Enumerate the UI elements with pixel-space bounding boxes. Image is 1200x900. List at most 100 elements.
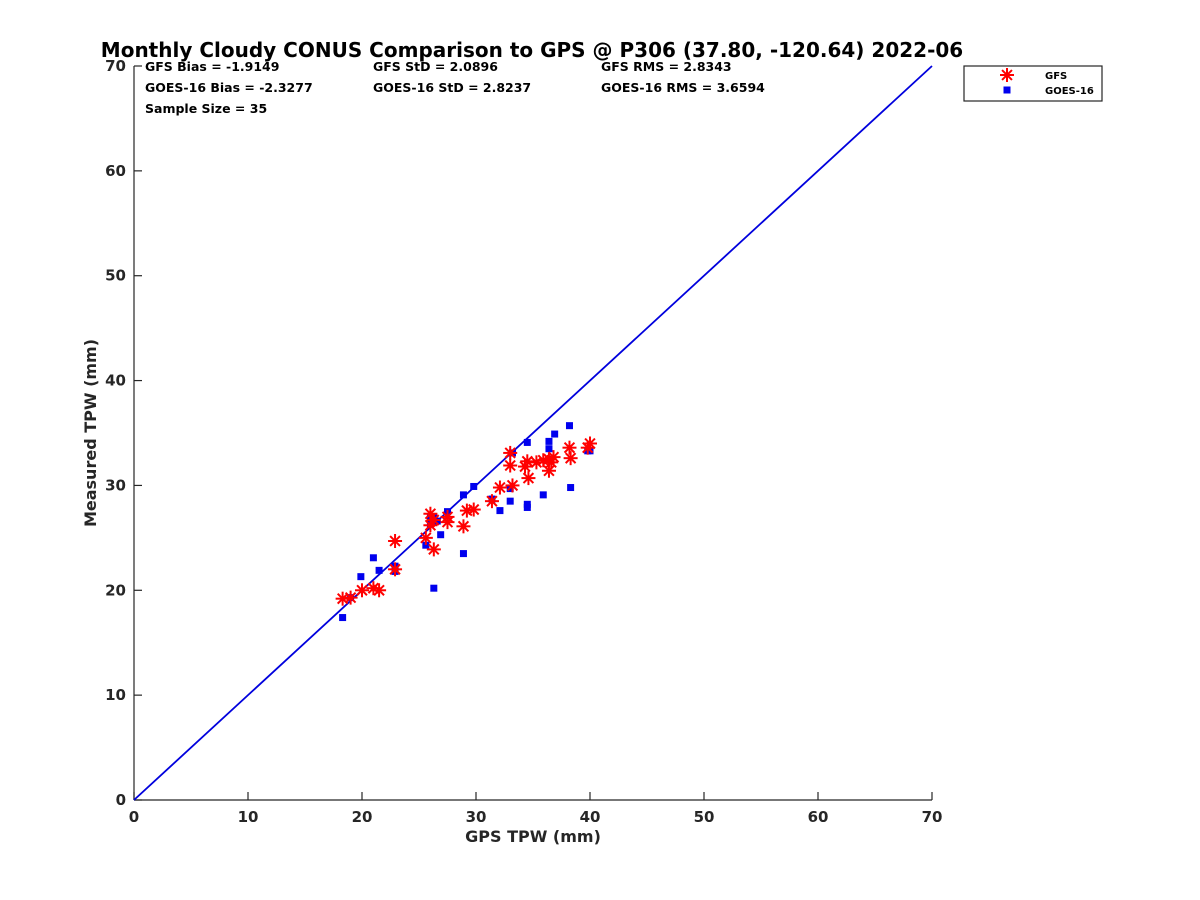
y-tick-label: 50: [105, 267, 126, 285]
asterisk-stroke: [564, 452, 577, 464]
legend-goes16-symbol: [1003, 86, 1011, 94]
asterisk-stroke: [420, 532, 432, 544]
gfs-point: [563, 451, 578, 466]
asterisk-stroke: [344, 591, 357, 604]
gfs-point: [418, 530, 433, 545]
gfs-point: [520, 454, 535, 469]
gfs-point: [388, 534, 403, 549]
stat-goes-std: GOES-16 StD = 2.8237: [373, 80, 531, 95]
gfs-point: [503, 458, 518, 473]
gfs-point: [583, 436, 597, 451]
gfs-point: [541, 463, 556, 478]
asterisk-stroke: [389, 563, 401, 575]
asterisk-stroke: [504, 459, 516, 472]
asterisk-stroke: [563, 442, 576, 454]
gfs-point: [343, 590, 358, 605]
chart-title: Monthly Cloudy CONUS Comparison to GPS @…: [101, 38, 963, 62]
goes16-point: [430, 584, 438, 592]
x-tick-label: 70: [922, 808, 943, 826]
asterisk-stroke: [356, 584, 368, 596]
goes16-point: [539, 491, 547, 499]
goes16-point: [545, 445, 553, 453]
goes16-point: [357, 573, 365, 581]
asterisk-stroke: [367, 582, 380, 594]
goes16-point: [422, 541, 430, 549]
asterisk-stroke: [389, 535, 401, 547]
asterisk-stroke: [1001, 69, 1013, 81]
stat-gfs-rms: GFS RMS = 2.8343: [601, 59, 732, 74]
goes16-point: [545, 437, 553, 445]
x-tick-label: 40: [580, 808, 601, 826]
goes16-point: [496, 507, 504, 515]
goes16-point: [551, 430, 559, 438]
legend-gfs-label: GFS: [1045, 71, 1067, 82]
legend-goes16-marker: [1003, 86, 1011, 94]
asterisk-stroke: [441, 511, 454, 523]
goes16-point: [523, 503, 531, 511]
goes16-point: [339, 614, 347, 622]
gfs-point: [505, 478, 520, 493]
x-ticks: 0 10 20 30 40 50 60 70: [129, 792, 943, 826]
goes16-point: [375, 566, 383, 574]
goes16-point: [567, 484, 575, 492]
asterisk-stroke: [521, 455, 533, 467]
gfs-point: [521, 471, 536, 486]
gfs-point: [372, 583, 387, 598]
x-tick-label: 30: [466, 808, 487, 826]
asterisk-stroke: [494, 481, 506, 494]
y-ticks: 0 10 20 30 40 50 60 70: [105, 57, 142, 809]
stat-goes-bias: GOES-16 Bias = -2.3277: [145, 80, 313, 95]
gfs-point: [466, 502, 481, 517]
gfs-point: [492, 480, 507, 495]
y-tick-label: 10: [105, 686, 126, 704]
legend: GFS GOES-16: [963, 65, 1103, 102]
x-tick-label: 50: [694, 808, 715, 826]
legend-goes16-label: GOES-16: [1045, 86, 1094, 97]
goes16-point: [369, 554, 377, 562]
y-tick-label: 0: [116, 791, 126, 809]
y-tick-label: 20: [105, 581, 126, 599]
gfs-point: [440, 509, 455, 524]
x-tick-label: 10: [238, 808, 259, 826]
goes16-point: [470, 482, 478, 490]
y-tick-label: 70: [105, 57, 126, 75]
gfs-point: [484, 494, 499, 509]
stat-gfs-std: GFS StD = 2.0896: [373, 59, 498, 74]
asterisk-stroke: [424, 519, 437, 531]
goes16-point: [506, 497, 514, 505]
y-tick-label: 30: [105, 476, 126, 494]
asterisk-stroke: [530, 456, 543, 469]
legend-box: [963, 65, 1103, 102]
asterisk-stroke: [457, 520, 470, 532]
goes16-point: [459, 550, 467, 558]
gfs-point: [355, 583, 369, 598]
asterisk-stroke: [506, 479, 519, 492]
goes16-point: [459, 491, 467, 499]
gfs-point: [562, 440, 577, 455]
asterisk-stroke: [336, 593, 349, 605]
x-tick-label: 0: [129, 808, 139, 826]
goes16-point: [523, 438, 531, 446]
gfs-series: [335, 436, 597, 606]
stat-gfs-bias: GFS Bias = -1.9149: [145, 59, 279, 74]
gfs-point: [503, 445, 518, 460]
gfs-point: [546, 450, 561, 465]
gfs-point: [456, 519, 471, 534]
y-tick-label: 40: [105, 372, 126, 390]
asterisk-stroke: [522, 472, 535, 484]
asterisk-stroke: [428, 543, 440, 556]
legend-gfs-symbol: [1000, 68, 1014, 82]
goes16-point: [565, 422, 573, 430]
asterisk-stroke: [373, 584, 385, 596]
y-axis-label: Measured TPW (mm): [81, 339, 100, 527]
asterisk-stroke: [468, 503, 480, 516]
asterisk-stroke: [543, 465, 555, 477]
gfs-point: [529, 455, 544, 470]
legend-gfs-marker: [1000, 68, 1014, 82]
x-tick-label: 20: [352, 808, 373, 826]
goes16-point: [437, 531, 445, 539]
gfs-point: [426, 542, 441, 557]
asterisk-stroke: [504, 447, 516, 459]
asterisk-stroke: [584, 437, 596, 450]
